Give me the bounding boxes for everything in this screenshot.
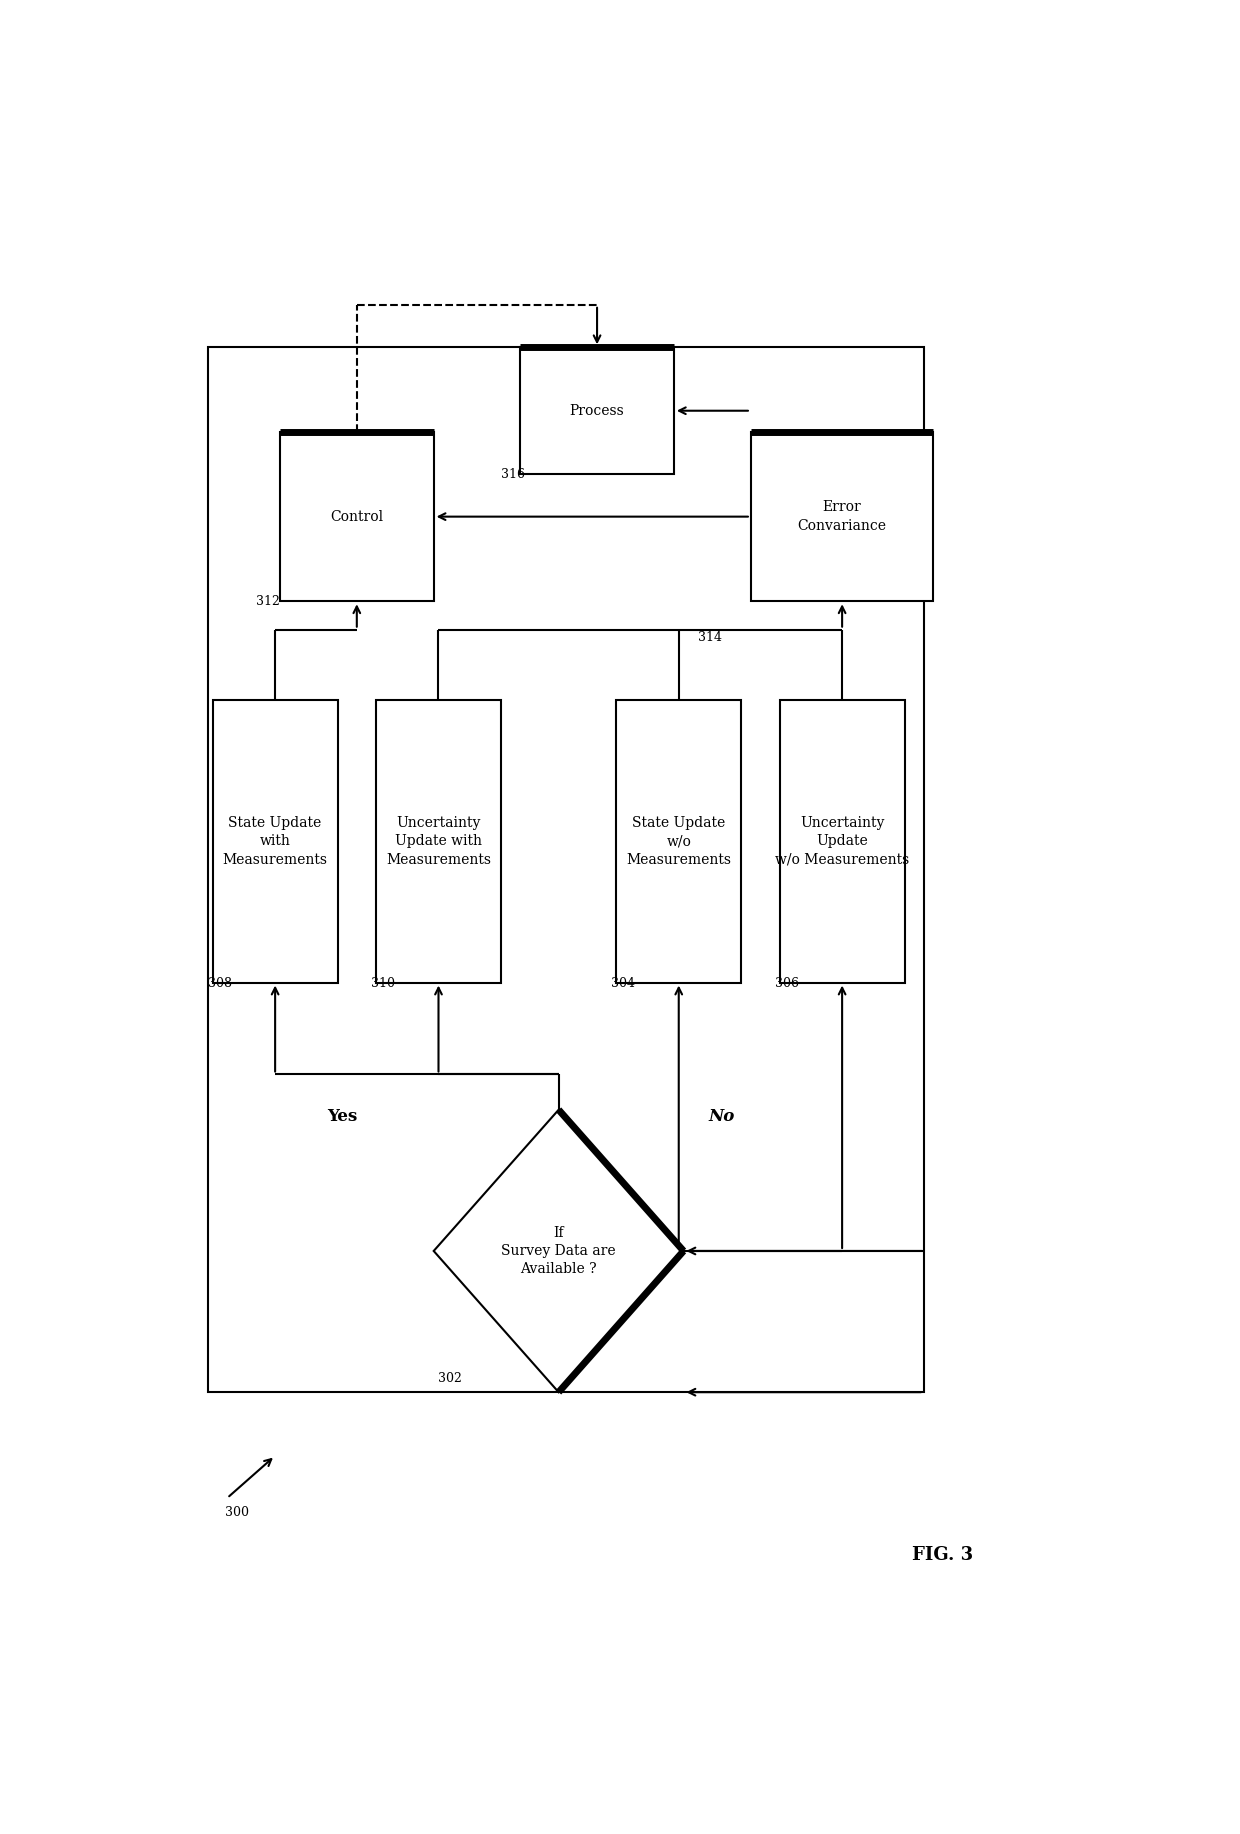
Text: Process: Process xyxy=(569,403,625,418)
Bar xyxy=(780,701,904,983)
Bar xyxy=(208,347,924,1392)
Text: 300: 300 xyxy=(224,1506,249,1519)
Text: 310: 310 xyxy=(371,978,396,990)
Text: Uncertainty
Update
w/o Measurements: Uncertainty Update w/o Measurements xyxy=(775,816,909,867)
Bar xyxy=(521,347,675,475)
Text: State Update
with
Measurements: State Update with Measurements xyxy=(223,816,327,867)
Bar xyxy=(751,431,934,602)
Bar xyxy=(376,701,501,983)
Text: Control: Control xyxy=(330,510,383,525)
Text: State Update
w/o
Measurements: State Update w/o Measurements xyxy=(626,816,732,867)
Bar xyxy=(616,701,742,983)
Text: 302: 302 xyxy=(439,1372,463,1385)
Text: If
Survey Data are
Available ?: If Survey Data are Available ? xyxy=(501,1225,616,1276)
Text: 308: 308 xyxy=(208,978,232,990)
Text: 304: 304 xyxy=(611,978,635,990)
Text: 316: 316 xyxy=(501,468,525,481)
Text: 306: 306 xyxy=(775,978,799,990)
Text: Uncertainty
Update with
Measurements: Uncertainty Update with Measurements xyxy=(386,816,491,867)
Text: Error
Convariance: Error Convariance xyxy=(797,501,887,534)
Polygon shape xyxy=(434,1110,683,1392)
Text: Yes: Yes xyxy=(327,1108,357,1126)
Text: 314: 314 xyxy=(698,631,722,644)
Text: 312: 312 xyxy=(255,596,280,609)
Bar xyxy=(213,701,337,983)
Text: FIG. 3: FIG. 3 xyxy=(913,1546,973,1564)
Bar xyxy=(280,431,434,602)
Text: No: No xyxy=(709,1108,735,1126)
